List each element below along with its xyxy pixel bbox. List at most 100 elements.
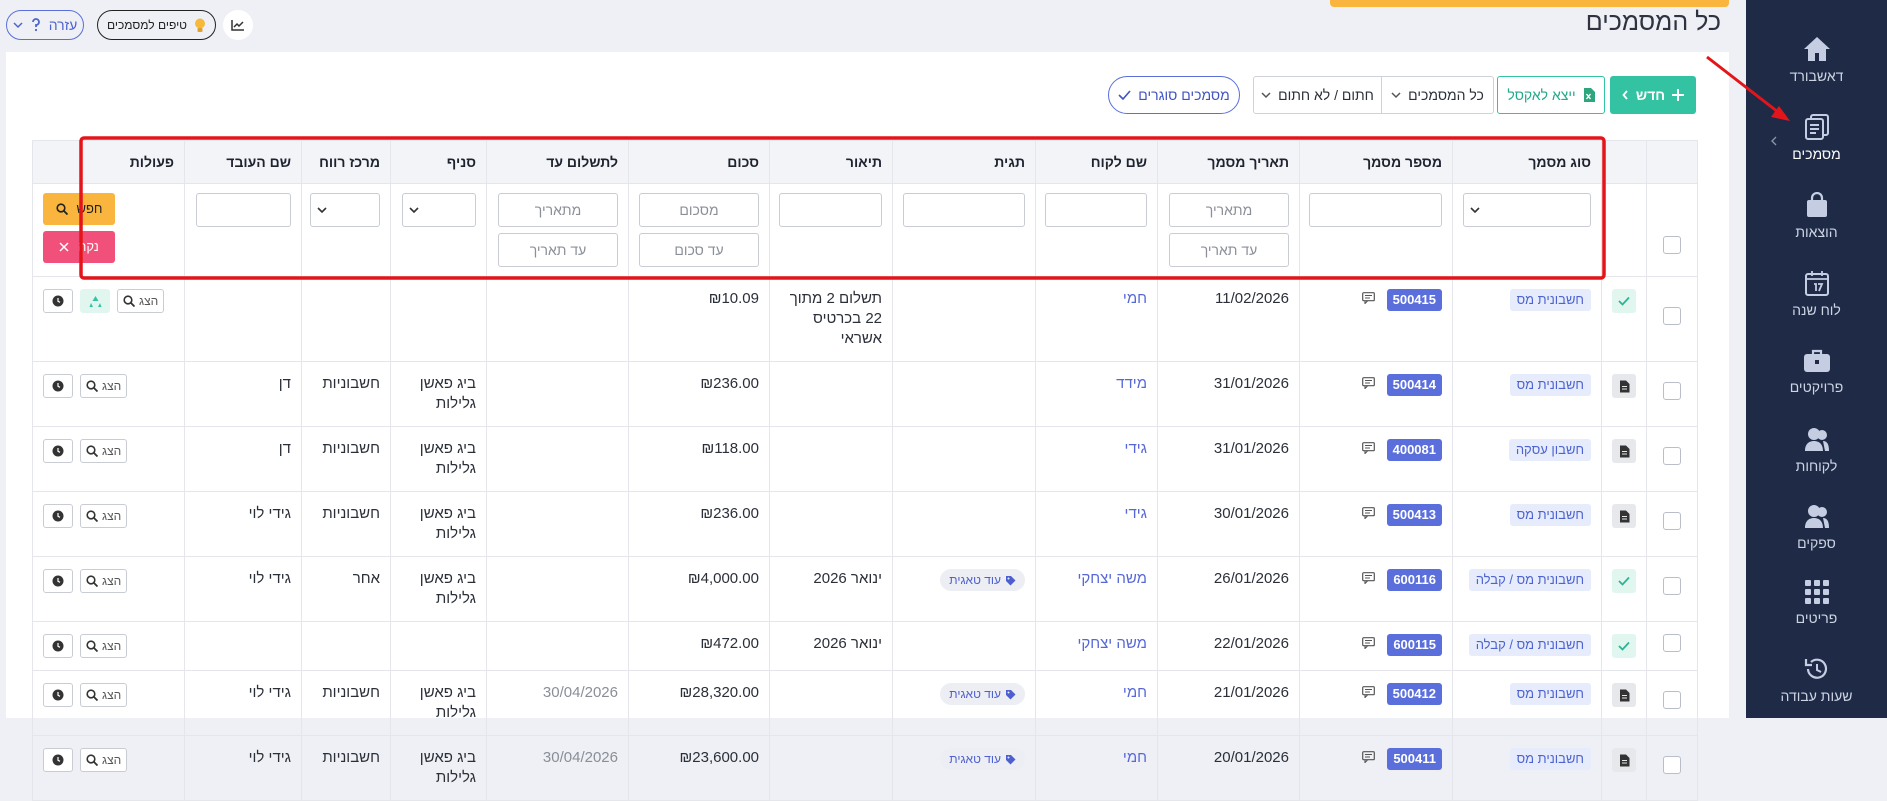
filter-input[interactable] (1045, 193, 1147, 227)
row-checkbox[interactable] (1663, 447, 1681, 465)
row-checkbox[interactable] (1663, 512, 1681, 530)
all-documents-dropdown[interactable]: כל המסמכים (1381, 77, 1493, 113)
nav-item[interactable]: פריטים (1746, 580, 1887, 626)
notes-button[interactable] (1362, 570, 1376, 590)
client-name[interactable]: משה יצחקי (1077, 635, 1147, 652)
document-number[interactable]: 500411 (1387, 748, 1442, 770)
filter-input[interactable] (1309, 193, 1442, 227)
profit-center: חשבוניות (322, 375, 380, 392)
filter-input[interactable]: מסכום (639, 193, 759, 227)
help-button[interactable]: עזרה (6, 10, 84, 40)
nav-item[interactable]: לוח שנה (1746, 270, 1887, 318)
row-checkbox[interactable] (1663, 577, 1681, 595)
history-button[interactable] (43, 289, 73, 313)
clock-icon (52, 754, 64, 766)
view-button[interactable]: הצג (80, 748, 128, 772)
data-cell: ₪472.00 (628, 621, 770, 671)
status-cell (1601, 276, 1647, 362)
client-name[interactable]: חמי (1122, 290, 1147, 307)
filter-input[interactable]: מתאריך (498, 193, 618, 227)
history-button[interactable] (43, 634, 73, 658)
sidebar: דאשבורד מסמכים הוצאות לוח שנה פרויקטים ל… (1746, 0, 1887, 718)
notes-button[interactable] (1361, 440, 1375, 460)
employee: גידי לוי (248, 684, 291, 701)
filter-input[interactable] (779, 193, 882, 227)
top-accent (1330, 0, 1729, 7)
filter-input[interactable]: עד תאריך (498, 233, 618, 267)
filter-input[interactable]: עד סכום (639, 233, 759, 267)
row-checkbox[interactable] (1663, 382, 1681, 400)
export-button[interactable]: ייצא לאקסל (1497, 76, 1605, 114)
filter-input[interactable] (196, 193, 291, 227)
history-button[interactable] (43, 569, 73, 593)
data-cell (769, 670, 893, 736)
row-checkbox[interactable] (1663, 691, 1681, 709)
view-button[interactable]: הצג (80, 683, 128, 707)
document-number[interactable]: 500413 (1386, 504, 1442, 526)
view-button[interactable]: הצג (117, 289, 165, 313)
filter-select[interactable] (1463, 193, 1591, 227)
document-number[interactable]: 400081 (1386, 439, 1442, 461)
document-number[interactable]: 500415 (1386, 289, 1442, 311)
history-button[interactable] (43, 683, 73, 707)
view-button[interactable]: הצג (80, 374, 128, 398)
history-button[interactable] (43, 748, 73, 772)
client-name[interactable]: חמי (1122, 684, 1147, 701)
plus-icon (1672, 89, 1685, 101)
filter-select[interactable] (402, 193, 476, 227)
notes-button[interactable] (1361, 375, 1375, 395)
nav-item[interactable]: מסמכים (1746, 114, 1887, 162)
history-button[interactable] (43, 439, 73, 463)
notes-icon (1361, 507, 1375, 520)
data-cell (892, 621, 1036, 671)
nav-item[interactable]: ספקים (1746, 503, 1887, 551)
filter-select[interactable] (310, 193, 380, 227)
notes-button[interactable] (1362, 749, 1376, 769)
view-button[interactable]: הצג (80, 634, 128, 658)
row-checkbox[interactable] (1663, 634, 1681, 652)
view-button[interactable]: הצג (80, 439, 128, 463)
view-button[interactable]: הצג (80, 504, 128, 528)
stats-button[interactable] (223, 10, 253, 40)
notes-button[interactable] (1361, 684, 1375, 704)
row-checkbox[interactable] (1663, 756, 1681, 774)
nav-item[interactable]: לקוחות (1746, 426, 1887, 474)
new-button[interactable]: חדש (1610, 76, 1696, 114)
tips-button[interactable]: טיפים למסמכים (97, 10, 216, 40)
client-name[interactable]: מידד (1116, 375, 1147, 392)
search-button[interactable]: חפש (43, 193, 115, 225)
nav-item[interactable]: שעות עבודה (1746, 656, 1887, 704)
view-button[interactable]: הצג (80, 569, 128, 593)
client-name[interactable]: חמי (1122, 749, 1147, 766)
signed-icon (1618, 296, 1630, 306)
nav-item[interactable]: דאשבורד (1746, 36, 1887, 84)
document-number[interactable]: 500414 (1386, 374, 1442, 396)
select-all-checkbox[interactable] (1663, 236, 1681, 254)
nav-item[interactable]: הוצאות (1746, 192, 1887, 240)
document-number[interactable]: 600116 (1387, 569, 1442, 591)
column-header: סוג מסמך (1452, 140, 1602, 184)
client-name[interactable]: משה יצחקי (1077, 570, 1147, 587)
document-number[interactable]: 500412 (1386, 683, 1442, 705)
column-header: סכום (628, 140, 770, 184)
restore-button[interactable] (80, 289, 110, 313)
filter-input[interactable] (903, 193, 1025, 227)
row-checkbox[interactable] (1663, 307, 1681, 325)
clear-button[interactable]: נקה (43, 231, 115, 263)
client-name[interactable]: גידי (1124, 505, 1147, 522)
filter-input[interactable]: עד תאריך (1169, 233, 1289, 267)
closing-documents-button[interactable]: מסמכים סוגרים (1108, 76, 1240, 114)
view-label: הצג (102, 639, 122, 653)
history-button[interactable] (43, 374, 73, 398)
signed-dropdown[interactable]: חתום / לא חתום (1254, 77, 1381, 113)
document-number[interactable]: 600115 (1387, 634, 1442, 656)
notes-button[interactable] (1362, 635, 1376, 655)
history-button[interactable] (43, 504, 73, 528)
filter-input[interactable]: מתאריך (1169, 193, 1289, 227)
data-cell: עוד טאגית (892, 556, 1036, 622)
profit-center: חשבוניות (322, 684, 380, 701)
notes-button[interactable] (1361, 290, 1375, 310)
nav-item[interactable]: פרויקטים (1746, 349, 1887, 395)
notes-button[interactable] (1361, 505, 1375, 525)
client-name[interactable]: גידי (1124, 440, 1147, 457)
